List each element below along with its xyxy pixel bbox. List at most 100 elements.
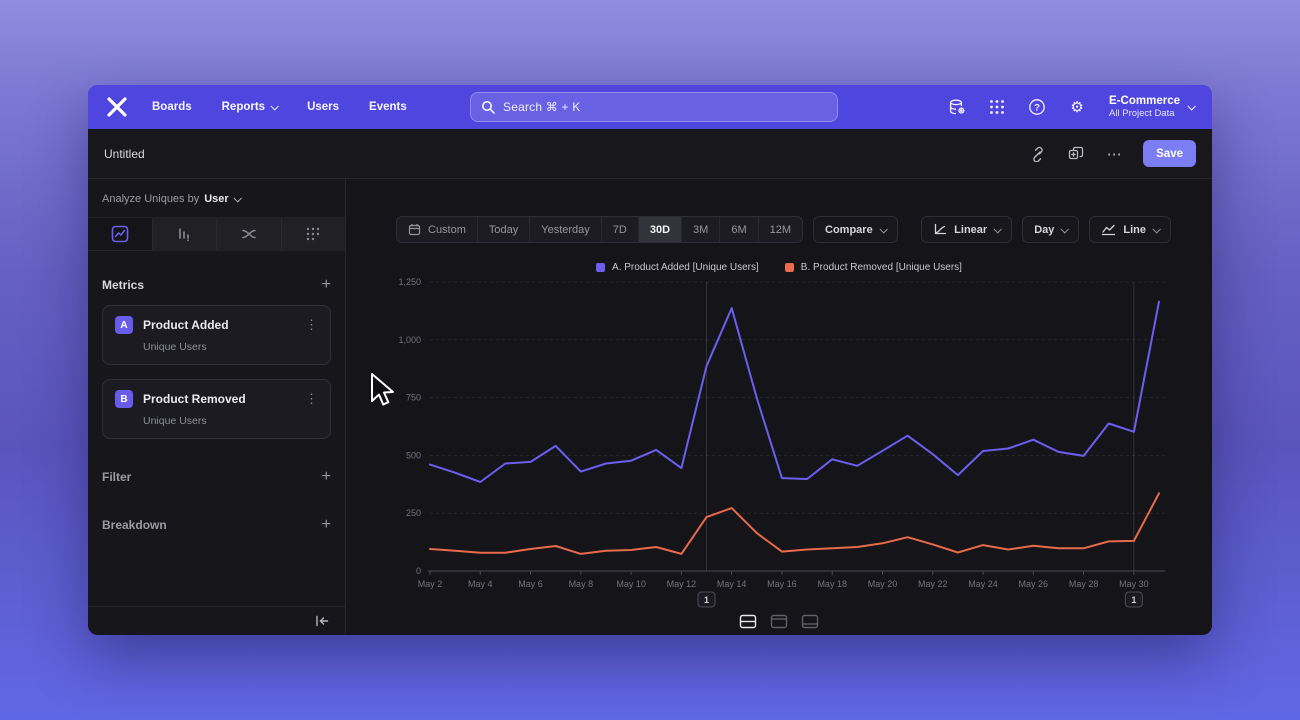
nav-item-reports[interactable]: Reports (221, 101, 280, 113)
nav-item-users[interactable]: Users (307, 101, 339, 113)
range-label: Yesterday (541, 223, 590, 236)
range-label: 3M (693, 223, 709, 236)
range-7d[interactable]: 7D (602, 217, 639, 242)
add-metric-button[interactable]: + (321, 276, 331, 293)
svg-text:May 8: May 8 (569, 579, 594, 589)
chart-type-dropdown[interactable]: Line (1089, 216, 1171, 243)
more-options-icon[interactable]: ⋯ (1106, 145, 1122, 163)
project-subtitle: All Project Data (1109, 108, 1175, 120)
tab-segmentation[interactable] (281, 218, 345, 250)
chevron-down-icon (993, 224, 1003, 234)
svg-text:500: 500 (406, 450, 421, 460)
chevron-down-icon (1060, 224, 1070, 234)
save-button[interactable]: Save (1143, 140, 1196, 167)
search-placeholder: Search ⌘ + K (503, 100, 581, 114)
svg-text:250: 250 (406, 508, 421, 518)
svg-text:750: 750 (406, 393, 421, 403)
metric-menu-icon[interactable]: ⋮ (305, 391, 318, 406)
mixpanel-logo-icon[interactable] (104, 94, 130, 120)
compare-label: Compare (825, 223, 873, 236)
project-name: E-Commerce (1109, 95, 1180, 108)
help-icon[interactable]: ? (1027, 97, 1047, 117)
scale-dropdown[interactable]: Linear (921, 216, 1013, 243)
flow-sankey-icon (242, 229, 256, 239)
svg-text:May 14: May 14 (717, 579, 747, 589)
layout-table-only-icon[interactable] (798, 612, 822, 631)
metric-name: Product Removed (143, 392, 246, 406)
metric-subtitle: Unique Users (143, 341, 207, 353)
query-sidebar: Analyze Uniques by User (88, 179, 346, 634)
svg-text:?: ? (1034, 103, 1040, 114)
metric-menu-icon[interactable]: ⋮ (305, 317, 318, 332)
metric-card-b[interactable]: B Product Removed ⋮ Unique Users (102, 379, 331, 439)
chart-legend: A. Product Added [Unique Users] B. Produc… (346, 262, 1212, 273)
legend-item[interactable]: B. Product Removed [Unique Users] (784, 262, 962, 273)
svg-text:May 26: May 26 (1019, 579, 1049, 589)
range-3m[interactable]: 3M (682, 217, 721, 242)
svg-text:1: 1 (1131, 595, 1136, 605)
date-range-control: Custom Today Yesterday 7D 30D 3M 6M 12M (396, 216, 804, 243)
layout-chart-only-icon[interactable] (767, 612, 791, 631)
chart-toolbar: Custom Today Yesterday 7D 30D 3M 6M 12M … (396, 216, 1171, 243)
search-input[interactable]: Search ⌘ + K (470, 92, 838, 122)
range-today[interactable]: Today (478, 217, 531, 242)
breakdown-header: Breakdown + (88, 517, 345, 533)
chevron-down-icon (879, 224, 888, 234)
svg-text:May 12: May 12 (667, 579, 697, 589)
breakdown-label: Breakdown (102, 518, 167, 532)
tab-line-chart[interactable] (88, 218, 153, 250)
svg-text:1,250: 1,250 (398, 277, 421, 287)
sidebar-footer (88, 606, 345, 634)
range-label: 6M (731, 223, 747, 236)
metric-badge: B (115, 390, 133, 408)
report-title[interactable]: Untitled (104, 146, 145, 161)
range-6m[interactable]: 6M (720, 217, 759, 242)
nav-item-boards[interactable]: Boards (152, 101, 192, 113)
settings-gear-icon[interactable]: ⚙ (1070, 98, 1084, 116)
tab-bar-chart[interactable] (152, 218, 217, 250)
data-management-icon[interactable] (947, 97, 967, 117)
analyze-entity-dropdown[interactable]: User (204, 193, 242, 205)
tab-flow-chart[interactable] (217, 218, 282, 250)
svg-text:May 2: May 2 (418, 579, 443, 589)
range-label: Custom (428, 223, 466, 236)
svg-text:May 10: May 10 (616, 579, 646, 589)
range-30d[interactable]: 30D (638, 217, 683, 242)
chevron-down-icon (1152, 224, 1161, 234)
range-12m[interactable]: 12M (759, 217, 802, 242)
analyze-label: Analyze Uniques by (102, 193, 200, 205)
scale-label: Linear (954, 223, 988, 236)
chart-options: Linear Day Line (921, 216, 1171, 243)
chart-area[interactable]: 0 250 500 750 1,000 1,250 May 2 May 4 May 6 May 8… (346, 270, 1211, 610)
interval-dropdown[interactable]: Day (1022, 216, 1080, 243)
nav-utilities: ? ⚙ E-Commerce All Project Data (947, 94, 1196, 120)
line-chart-icon (111, 225, 129, 243)
visualization-tabs (88, 217, 345, 251)
collapse-sidebar-icon[interactable] (315, 615, 329, 627)
app-window: Boards Reports Users Events Search ⌘ + K (88, 85, 1212, 635)
apps-grid-icon[interactable] (987, 97, 1007, 117)
layout-split-icon[interactable] (736, 612, 760, 631)
analyze-entity-value: User (204, 193, 229, 205)
svg-text:1,000: 1,000 (398, 335, 421, 345)
copy-link-icon[interactable] (1029, 145, 1047, 163)
analyze-row: Analyze Uniques by User (88, 189, 345, 209)
line-chart-icon (1102, 224, 1116, 236)
svg-text:May 30: May 30 (1119, 579, 1149, 589)
metric-card-a[interactable]: A Product Added ⋮ Unique Users (102, 305, 331, 365)
dots-grid-icon (307, 227, 320, 241)
duplicate-icon[interactable] (1067, 145, 1085, 163)
project-switcher[interactable]: E-Commerce All Project Data (1109, 94, 1196, 120)
add-breakdown-button[interactable]: + (321, 516, 331, 533)
range-custom[interactable]: Custom (397, 217, 478, 242)
legend-item[interactable]: A. Product Added [Unique Users] (596, 262, 759, 273)
nav-item-events[interactable]: Events (369, 101, 407, 113)
metrics-header: Metrics + (88, 277, 345, 293)
range-yesterday[interactable]: Yesterday (530, 217, 602, 242)
add-filter-button[interactable]: + (321, 468, 331, 485)
range-label: Today (488, 223, 519, 236)
nav-item-label: Reports (221, 101, 266, 113)
metric-badge: A (115, 316, 133, 334)
metrics-label: Metrics (102, 278, 145, 292)
compare-dropdown[interactable]: Compare (813, 216, 898, 243)
